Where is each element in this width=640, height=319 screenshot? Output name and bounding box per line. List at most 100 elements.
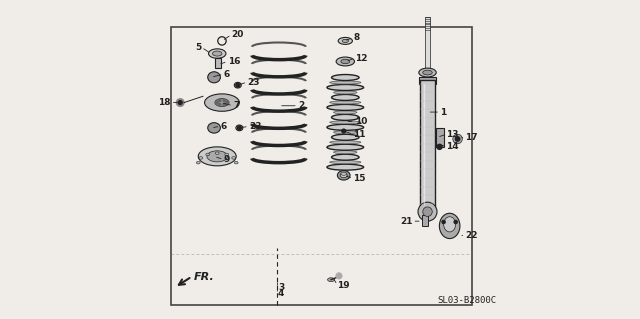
Ellipse shape <box>234 82 241 88</box>
Ellipse shape <box>205 94 239 111</box>
Circle shape <box>216 101 218 104</box>
Circle shape <box>453 134 462 144</box>
Ellipse shape <box>342 39 348 42</box>
Circle shape <box>218 37 226 45</box>
Ellipse shape <box>234 161 238 164</box>
Text: 22: 22 <box>465 231 478 240</box>
FancyBboxPatch shape <box>425 17 430 71</box>
Text: 20: 20 <box>232 30 244 39</box>
Ellipse shape <box>199 157 203 159</box>
Ellipse shape <box>208 123 220 133</box>
Ellipse shape <box>332 115 359 120</box>
FancyBboxPatch shape <box>436 128 444 147</box>
Ellipse shape <box>333 111 357 114</box>
Text: 11: 11 <box>353 130 365 139</box>
Circle shape <box>236 83 239 87</box>
Ellipse shape <box>207 151 227 162</box>
Text: 23: 23 <box>249 122 261 131</box>
Ellipse shape <box>333 91 357 94</box>
FancyBboxPatch shape <box>419 77 436 84</box>
Text: 6: 6 <box>220 122 227 131</box>
Text: 21: 21 <box>400 217 412 226</box>
Text: 17: 17 <box>465 133 478 142</box>
Ellipse shape <box>330 101 361 104</box>
Circle shape <box>454 220 457 224</box>
Ellipse shape <box>327 85 364 91</box>
Ellipse shape <box>336 57 355 66</box>
Text: 10: 10 <box>355 117 367 126</box>
Circle shape <box>418 202 437 221</box>
Text: 3: 3 <box>278 283 284 292</box>
Circle shape <box>455 137 460 141</box>
Text: SL03-B2800C: SL03-B2800C <box>437 296 496 305</box>
Ellipse shape <box>330 81 361 84</box>
Ellipse shape <box>332 134 359 140</box>
Ellipse shape <box>338 37 353 44</box>
Ellipse shape <box>339 129 348 133</box>
FancyBboxPatch shape <box>215 58 221 68</box>
Ellipse shape <box>327 124 364 130</box>
Ellipse shape <box>327 164 364 170</box>
Text: 8: 8 <box>353 33 360 42</box>
Text: FR.: FR. <box>193 271 214 281</box>
Text: 2: 2 <box>298 101 304 110</box>
Circle shape <box>225 101 228 104</box>
Text: 12: 12 <box>355 54 367 63</box>
Ellipse shape <box>330 121 361 124</box>
Ellipse shape <box>215 152 219 154</box>
Ellipse shape <box>212 51 222 56</box>
Text: 19: 19 <box>337 280 350 290</box>
Circle shape <box>223 103 226 106</box>
Ellipse shape <box>225 153 228 156</box>
Ellipse shape <box>327 144 364 150</box>
Circle shape <box>237 126 241 130</box>
Circle shape <box>179 101 182 105</box>
Ellipse shape <box>337 171 350 180</box>
Ellipse shape <box>327 104 364 110</box>
Ellipse shape <box>332 75 359 80</box>
Ellipse shape <box>340 173 347 178</box>
FancyBboxPatch shape <box>420 80 435 207</box>
Ellipse shape <box>208 72 220 83</box>
Circle shape <box>442 220 445 224</box>
Circle shape <box>437 144 442 149</box>
Ellipse shape <box>332 154 359 160</box>
Ellipse shape <box>328 278 335 282</box>
Circle shape <box>177 99 184 106</box>
Ellipse shape <box>333 131 357 134</box>
Ellipse shape <box>215 99 229 107</box>
Ellipse shape <box>341 59 349 64</box>
Circle shape <box>223 99 226 102</box>
Text: 14: 14 <box>447 142 459 151</box>
Text: 18: 18 <box>158 98 171 107</box>
Ellipse shape <box>423 70 432 75</box>
Ellipse shape <box>232 157 236 159</box>
Circle shape <box>423 207 432 216</box>
Text: 7: 7 <box>233 101 239 110</box>
Circle shape <box>336 273 342 279</box>
Ellipse shape <box>330 161 361 164</box>
Circle shape <box>219 38 225 44</box>
Circle shape <box>218 103 221 106</box>
Ellipse shape <box>444 217 456 232</box>
Ellipse shape <box>440 213 460 239</box>
Circle shape <box>342 129 346 133</box>
Text: 15: 15 <box>353 174 365 183</box>
FancyBboxPatch shape <box>422 215 428 226</box>
Text: 23: 23 <box>247 78 260 86</box>
Ellipse shape <box>236 125 243 131</box>
Text: 9: 9 <box>223 155 230 164</box>
Text: 4: 4 <box>278 289 284 298</box>
Ellipse shape <box>419 68 436 77</box>
Text: 1: 1 <box>440 108 447 116</box>
Text: 6: 6 <box>223 70 230 78</box>
Ellipse shape <box>333 151 357 154</box>
Ellipse shape <box>198 147 236 166</box>
Ellipse shape <box>330 141 361 144</box>
Ellipse shape <box>206 153 210 156</box>
Text: 16: 16 <box>228 57 240 66</box>
Circle shape <box>218 99 221 102</box>
Ellipse shape <box>332 94 359 100</box>
Text: 13: 13 <box>447 130 459 139</box>
Ellipse shape <box>209 49 226 58</box>
